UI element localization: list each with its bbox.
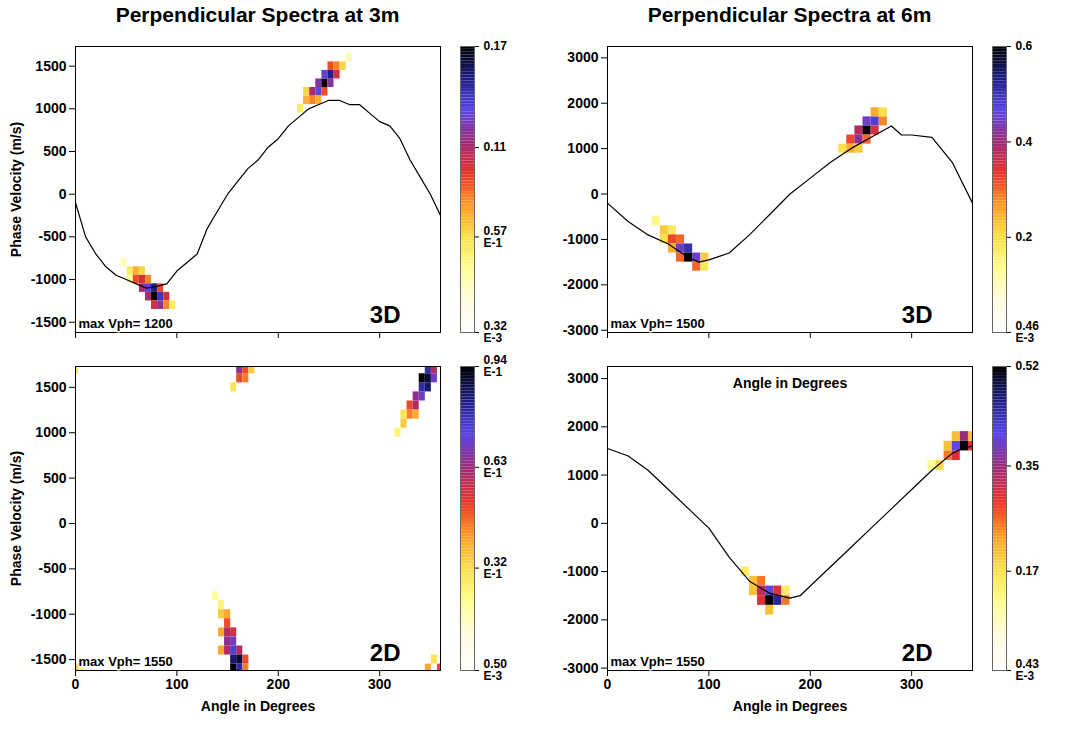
- svg-text:300: 300: [900, 676, 924, 692]
- svg-text:3D: 3D: [902, 301, 933, 328]
- svg-text:2000: 2000: [567, 95, 598, 111]
- svg-text:0.50E-3: 0.50E-3: [484, 657, 508, 683]
- svg-text:200: 200: [267, 676, 291, 692]
- svg-text:0.2: 0.2: [1016, 230, 1033, 244]
- svg-text:Angle in Degrees: Angle in Degrees: [733, 698, 848, 714]
- svg-text:0.35: 0.35: [1016, 459, 1040, 473]
- svg-text:-3000: -3000: [563, 660, 599, 676]
- svg-text:-500: -500: [38, 228, 66, 244]
- svg-text:0.63E-1: 0.63E-1: [484, 454, 508, 480]
- svg-text:0: 0: [72, 676, 80, 692]
- svg-text:1000: 1000: [35, 100, 66, 116]
- svg-text:3D: 3D: [370, 301, 401, 328]
- svg-text:-1000: -1000: [563, 563, 599, 579]
- svg-text:3000: 3000: [567, 370, 598, 386]
- svg-text:0.11: 0.11: [484, 140, 507, 154]
- svg-text:500: 500: [43, 143, 67, 159]
- svg-text:-1000: -1000: [31, 606, 67, 622]
- svg-text:1500: 1500: [35, 58, 66, 74]
- html-text:Perpendicular Spectra at 3m: Perpendicular Spectra at 3m: [115, 3, 400, 26]
- svg-text:2D: 2D: [370, 639, 401, 666]
- svg-text:100: 100: [165, 676, 189, 692]
- svg-text:max Vph= 1550: max Vph= 1550: [611, 654, 705, 669]
- svg-text:Angle in Degrees: Angle in Degrees: [733, 375, 848, 391]
- svg-text:-3000: -3000: [563, 322, 599, 338]
- html-text:Perpendicular Spectra at 6m: Perpendicular Spectra at 6m: [647, 3, 932, 26]
- svg-text:2000: 2000: [567, 418, 598, 434]
- svg-text:300: 300: [368, 676, 392, 692]
- svg-text:0.17: 0.17: [484, 39, 508, 53]
- svg-text:0.46E-3: 0.46E-3: [1016, 319, 1040, 345]
- svg-text:-1000: -1000: [31, 271, 67, 287]
- svg-text:1000: 1000: [35, 424, 66, 440]
- svg-text:0: 0: [59, 515, 67, 531]
- svg-text:100: 100: [697, 676, 721, 692]
- svg-text:200: 200: [799, 676, 823, 692]
- svg-text:0.17: 0.17: [1016, 564, 1040, 578]
- svg-text:0.94E-1: 0.94E-1: [484, 353, 508, 379]
- svg-text:-2000: -2000: [563, 276, 599, 292]
- svg-text:0.32E-1: 0.32E-1: [484, 555, 508, 581]
- svg-text:0.4: 0.4: [1016, 135, 1033, 149]
- svg-text:-2000: -2000: [563, 611, 599, 627]
- svg-text:1000: 1000: [567, 140, 598, 156]
- svg-text:-1500: -1500: [31, 314, 67, 330]
- svg-text:-1000: -1000: [563, 231, 599, 247]
- svg-text:0: 0: [604, 676, 612, 692]
- svg-text:Phase Velocity (m/s): Phase Velocity (m/s): [8, 122, 24, 257]
- svg-text:0.43E-3: 0.43E-3: [1016, 657, 1040, 683]
- svg-text:0: 0: [591, 515, 599, 531]
- svg-text:1500: 1500: [35, 379, 66, 395]
- svg-text:2D: 2D: [902, 639, 933, 666]
- svg-text:Phase Velocity (m/s): Phase Velocity (m/s): [8, 451, 24, 586]
- svg-text:0.6: 0.6: [1016, 39, 1033, 53]
- svg-text:Angle in Degrees: Angle in Degrees: [201, 698, 316, 714]
- svg-text:0: 0: [59, 186, 67, 202]
- svg-text:3000: 3000: [567, 49, 598, 65]
- svg-text:max Vph= 1200: max Vph= 1200: [79, 316, 173, 331]
- svg-text:0.57E-1: 0.57E-1: [484, 224, 508, 250]
- svg-text:0: 0: [591, 186, 599, 202]
- svg-text:max Vph= 1550: max Vph= 1550: [79, 654, 173, 669]
- svg-text:0.52: 0.52: [1016, 359, 1040, 373]
- svg-text:max Vph= 1500: max Vph= 1500: [611, 316, 705, 331]
- svg-text:-500: -500: [38, 560, 66, 576]
- svg-text:0.32E-3: 0.32E-3: [484, 319, 508, 345]
- svg-text:-1500: -1500: [31, 651, 67, 667]
- svg-text:1000: 1000: [567, 467, 598, 483]
- svg-text:500: 500: [43, 470, 67, 486]
